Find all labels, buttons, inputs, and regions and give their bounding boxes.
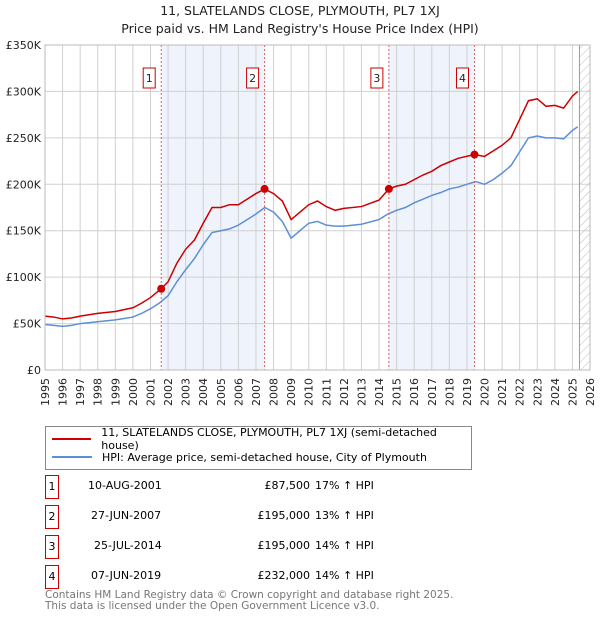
transaction-date: 10-AUG-2001 [88, 479, 162, 492]
plot-border [44, 44, 591, 371]
y-tick-label: £350K [6, 39, 42, 52]
chart-title: 11, SLATELANDS CLOSE, PLYMOUTH, PL7 1XJ [160, 3, 440, 18]
x-tick-label: 2018 [443, 378, 456, 406]
legend: 11, SLATELANDS CLOSE, PLYMOUTH, PL7 1XJ … [45, 426, 472, 470]
x-tick-label: 2023 [531, 378, 544, 406]
series-line [44, 90, 579, 320]
sale-marker-label: 4 [459, 72, 466, 85]
x-tick-label: 2005 [215, 378, 228, 406]
transaction-price: £87,500 [264, 479, 311, 492]
sale-marker-label: 2 [249, 72, 256, 85]
y-tick-label: £250K [6, 132, 42, 145]
x-tick-label: 1999 [109, 378, 122, 406]
y-tick-label: £200K [6, 178, 42, 191]
x-tick-label: 2011 [320, 378, 333, 406]
y-tick-label: £100K [6, 271, 42, 284]
forecast-hatch [579, 45, 590, 370]
sale-marker-label: 3 [373, 72, 380, 85]
x-tick-label: 2025 [566, 378, 579, 406]
transaction-price: £195,000 [257, 539, 311, 552]
x-tick-label: 2006 [232, 378, 245, 406]
series-line [44, 126, 579, 328]
transaction-date: 07-JUN-2019 [91, 569, 162, 582]
transaction-date: 25-JUL-2014 [94, 539, 162, 552]
x-tick-label: 1997 [74, 378, 87, 406]
legend-label: HPI: Average price, semi-detached house,… [102, 450, 427, 464]
transaction-price: £195,000 [257, 509, 311, 522]
footer-licence: This data is licensed under the Open Gov… [45, 600, 380, 612]
marker-badge: 1 [45, 475, 59, 499]
y-tick-label: £0 [27, 364, 41, 377]
transaction-delta: 14% ↑ HPI [315, 569, 374, 582]
x-tick-label: 2009 [285, 378, 298, 406]
y-tick-label: £150K [6, 225, 42, 238]
x-tick-label: 2022 [514, 378, 527, 406]
x-tick-label: 1998 [92, 378, 105, 406]
transaction-delta: 13% ↑ HPI [315, 509, 374, 522]
legend-swatch [52, 456, 92, 458]
x-tick-label: 2000 [127, 378, 140, 406]
sale-marker-box [455, 67, 469, 89]
sale-marker-box [246, 67, 260, 89]
sale-marker-box [370, 67, 384, 89]
marker-badge: 2 [45, 505, 59, 529]
sale-marker-box [142, 67, 156, 89]
x-tick-label: 1996 [57, 378, 70, 406]
transaction-date: 27-JUN-2007 [91, 509, 162, 522]
transaction-delta: 17% ↑ HPI [315, 479, 374, 492]
transaction-price: £232,000 [257, 569, 311, 582]
sale-marker-label: 1 [146, 72, 153, 85]
x-tick-label: 2024 [549, 378, 562, 406]
legend-item-hpi: HPI: Average price, semi-detached house,… [52, 448, 427, 466]
y-tick-label: £300K [6, 85, 42, 98]
x-tick-label: 1995 [39, 378, 52, 406]
legend-swatch [52, 438, 92, 440]
x-tick-label: 2017 [426, 378, 439, 406]
legend-item-property: 11, SLATELANDS CLOSE, PLYMOUTH, PL7 1XJ … [52, 426, 471, 452]
footer-copyright: Contains HM Land Registry data © Crown c… [45, 589, 454, 601]
x-tick-label: 2021 [496, 378, 509, 406]
marker-badge: 3 [45, 535, 59, 559]
y-tick-label: £50K [13, 318, 42, 331]
x-tick-label: 2020 [479, 378, 492, 406]
x-tick-label: 2014 [373, 378, 386, 406]
x-tick-label: 2010 [303, 378, 316, 406]
x-tick-label: 2015 [391, 378, 404, 406]
legend-label: 11, SLATELANDS CLOSE, PLYMOUTH, PL7 1XJ … [101, 426, 437, 452]
x-tick-label: 2016 [408, 378, 421, 406]
chart-subtitle: Price paid vs. HM Land Registry's House … [121, 21, 479, 36]
x-tick-label: 2001 [144, 378, 157, 406]
sale-point [260, 184, 269, 193]
x-tick-label: 2003 [180, 378, 193, 406]
sale-point [470, 150, 479, 159]
x-tick-label: 2004 [197, 378, 210, 406]
x-tick-label: 2008 [268, 378, 281, 406]
x-tick-label: 2012 [338, 378, 351, 406]
sale-point [157, 284, 166, 293]
x-tick-label: 2007 [250, 378, 263, 406]
price-chart: 1995 1996 1997 1998 1999 2000 2001 2002 2003 2004… [6, 39, 597, 406]
footer: Contains HM Land Registry data © Crown c… [45, 590, 453, 612]
x-tick-label: 2026 [584, 378, 597, 406]
marker-badge: 4 [45, 565, 59, 589]
x-tick-label: 2002 [162, 378, 175, 406]
transaction-delta: 14% ↑ HPI [315, 539, 374, 552]
x-tick-label: 2013 [355, 378, 368, 406]
x-tick-label: 2019 [461, 378, 474, 406]
sale-point [384, 184, 393, 193]
